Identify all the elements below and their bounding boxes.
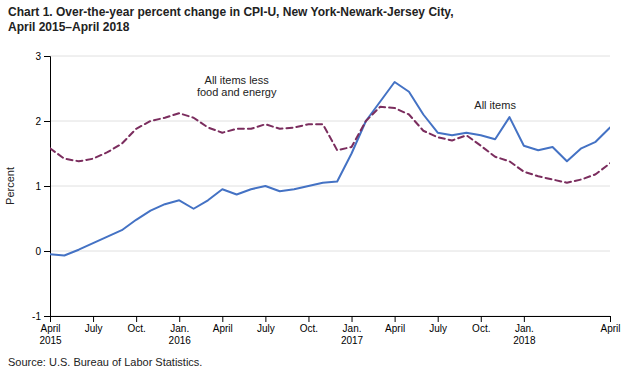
tick: 2 <box>35 116 50 127</box>
tick: April2015 <box>39 316 62 346</box>
tick-label: -1 <box>32 311 41 322</box>
annotation-line: All items <box>474 99 516 111</box>
line <box>50 107 610 183</box>
axis-domain <box>44 57 51 317</box>
tick-label-line: July <box>257 323 275 334</box>
tick-label: Jan.2016 <box>169 323 192 346</box>
tick-label: April <box>600 323 620 334</box>
title-line: Chart 1. Over-the-year percent change in… <box>8 5 454 19</box>
tick-label-line: 2017 <box>341 335 364 346</box>
annotations: All items lessfood and energy All items <box>197 74 516 112</box>
y-axis-label: Percent <box>4 167 16 205</box>
tick-label-line: July <box>85 323 103 334</box>
tick: Oct. <box>472 316 490 334</box>
tick: Jan.2016 <box>169 316 192 346</box>
tick-label-line: July <box>429 323 447 334</box>
tick-mark <box>44 251 50 252</box>
tick-label: Oct. <box>127 323 145 334</box>
tick: Jan.2018 <box>513 316 536 346</box>
tick-label: April <box>385 323 405 334</box>
chart: Chart 1. Over-the-year percent change in… <box>0 0 632 374</box>
title: Chart 1. Over-the-year percent change in… <box>8 5 454 34</box>
tick-mark <box>438 316 439 322</box>
tick-label: Jan.2018 <box>513 323 536 346</box>
tick-mark <box>44 316 50 317</box>
grid-line <box>50 186 610 187</box>
lines <box>50 82 610 256</box>
tick-label: 0 <box>35 246 41 257</box>
source: Source: U.S. Bureau of Labor Statistics. <box>8 356 202 368</box>
tick-label: Oct. <box>300 323 318 334</box>
annotation-line: All items less <box>205 74 270 86</box>
tick-label-line: 2015 <box>39 335 62 346</box>
tick-label-line: Oct. <box>127 323 145 334</box>
tick-label: April <box>213 323 233 334</box>
tick-mark <box>44 121 50 122</box>
tick-label: 2 <box>35 116 41 127</box>
grid-line <box>50 121 610 122</box>
tick-label-line: April <box>385 323 405 334</box>
tick-mark <box>610 316 611 322</box>
tick-mark <box>265 316 266 322</box>
tick-label-line: April <box>40 323 60 334</box>
tick: July <box>85 316 103 334</box>
tick: April <box>385 316 405 334</box>
y-axis: -1 0 1 2 3 <box>32 51 50 322</box>
tick-label-line: Jan. <box>343 323 362 334</box>
grid <box>50 56 610 316</box>
tick: -1 <box>32 311 50 322</box>
tick: July <box>429 316 447 334</box>
tick-mark <box>308 316 309 322</box>
tick-label: Oct. <box>472 323 490 334</box>
tick: 3 <box>35 51 50 62</box>
title-line: April 2015–April 2018 <box>8 20 130 34</box>
tick: April <box>600 316 620 334</box>
axis-domain <box>51 317 611 323</box>
tick-label-line: 2018 <box>513 335 536 346</box>
tick-mark <box>179 316 180 322</box>
annotation: All items lessfood and energy <box>197 74 277 99</box>
tick-label: 1 <box>35 181 41 192</box>
tick-label-line: April <box>600 323 620 334</box>
tick-label: April2015 <box>39 323 62 346</box>
tick-mark <box>524 316 525 322</box>
plot: -10123April2015JulyOct.Jan.2016AprilJuly… <box>32 51 620 346</box>
tick: Jan.2017 <box>341 316 364 346</box>
tick-mark <box>136 316 137 322</box>
tick-mark <box>50 316 51 322</box>
tick: Oct. <box>127 316 145 334</box>
tick-mark <box>395 316 396 322</box>
tick-mark <box>44 56 50 57</box>
tick: 1 <box>35 181 50 192</box>
grid-line <box>50 56 610 57</box>
tick-mark <box>481 316 482 322</box>
line <box>50 82 610 256</box>
tick-label: July <box>85 323 103 334</box>
tick-mark <box>44 186 50 187</box>
tick-label-line: Oct. <box>472 323 490 334</box>
tick-mark <box>352 316 353 322</box>
tick-label: July <box>257 323 275 334</box>
tick-label-line: Oct. <box>300 323 318 334</box>
annotation-line: food and energy <box>197 86 277 98</box>
tick-label-line: Jan. <box>170 323 189 334</box>
grid-line <box>50 251 610 252</box>
tick-mark <box>93 316 94 322</box>
tick: April <box>213 316 233 334</box>
tick: 0 <box>35 246 50 257</box>
tick: July <box>257 316 275 334</box>
tick: Oct. <box>300 316 318 334</box>
tick-mark <box>222 316 223 322</box>
x-axis: April2015JulyOct.Jan.2016AprilJulyOct.Ja… <box>39 316 620 346</box>
tick-label: 3 <box>35 51 41 62</box>
tick-label-line: 2016 <box>169 335 192 346</box>
tick-label-line: April <box>213 323 233 334</box>
tick-label-line: Jan. <box>515 323 534 334</box>
tick-label: Jan.2017 <box>341 323 364 346</box>
tick-label: July <box>429 323 447 334</box>
annotation: All items <box>474 99 516 111</box>
